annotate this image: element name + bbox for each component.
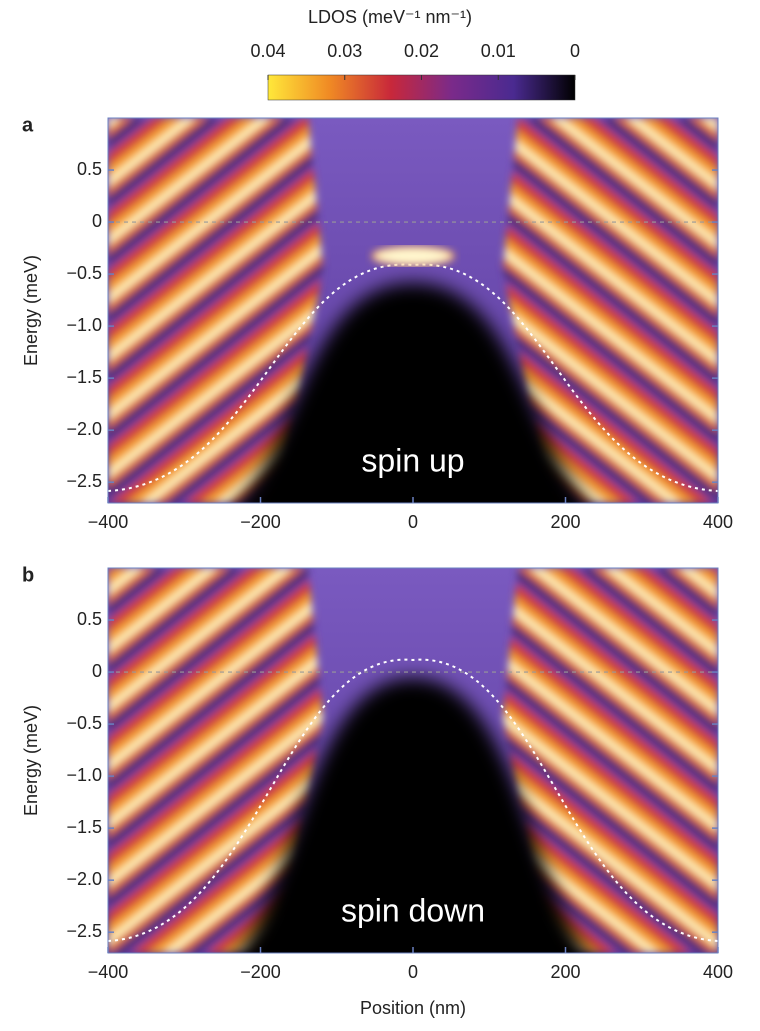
y-tick-label: −2.5 — [66, 921, 102, 941]
y-tick-label: −1.5 — [66, 817, 102, 837]
heatmap-core — [237, 678, 589, 953]
x-tick-label: 200 — [550, 512, 580, 532]
y-tick-label: 0 — [92, 661, 102, 681]
x-tick-label: 400 — [703, 512, 733, 532]
colorbar-tick-label: 0.01 — [481, 41, 516, 61]
x-tick-label: −400 — [88, 512, 129, 532]
colorbar-label: LDOS (meV⁻¹ nm⁻¹) — [308, 7, 472, 27]
contour — [108, 658, 718, 942]
heatmap-side — [503, 118, 718, 503]
y-tick-label: −2.0 — [66, 869, 102, 889]
x-tick-label: −200 — [240, 512, 281, 532]
annotation: spin down — [341, 892, 485, 928]
x-tick-label: 200 — [550, 962, 580, 982]
colorbar-tick-label: 0.04 — [250, 41, 285, 61]
bound-state — [371, 245, 455, 267]
y-tick-label: −0.5 — [66, 713, 102, 733]
y-axis-label: Energy (meV) — [21, 705, 41, 816]
panel-label: a — [22, 114, 34, 136]
y-tick-label: −1.0 — [66, 315, 102, 335]
heatmap-core — [238, 283, 588, 503]
y-tick-label: −2.0 — [66, 419, 102, 439]
y-tick-label: 0 — [92, 211, 102, 231]
y-tick-label: −0.5 — [66, 263, 102, 283]
x-tick-label: −400 — [88, 962, 129, 982]
heatmap — [108, 568, 718, 953]
y-axis-label: Energy (meV) — [21, 255, 41, 366]
colorbar-tick-label: 0.03 — [327, 41, 362, 61]
y-tick-label: 0.5 — [77, 609, 102, 629]
annotation: spin up — [361, 442, 464, 478]
x-tick-label: 400 — [703, 962, 733, 982]
x-tick-label: 0 — [408, 962, 418, 982]
heatmap-side — [108, 118, 323, 503]
colorbar-tick-label: 0 — [570, 41, 580, 61]
y-tick-label: −1.0 — [66, 765, 102, 785]
heatmap-side — [108, 568, 323, 953]
x-axis-label: Position (nm) — [360, 998, 466, 1018]
y-tick-label: −1.5 — [66, 367, 102, 387]
heatmap — [108, 118, 718, 503]
heatmap-side — [503, 568, 718, 953]
y-tick-label: −2.5 — [66, 471, 102, 491]
panel-label: b — [22, 564, 34, 586]
x-tick-label: −200 — [240, 962, 281, 982]
x-tick-label: 0 — [408, 512, 418, 532]
colorbar-tick-label: 0.02 — [404, 41, 439, 61]
y-tick-label: 0.5 — [77, 159, 102, 179]
